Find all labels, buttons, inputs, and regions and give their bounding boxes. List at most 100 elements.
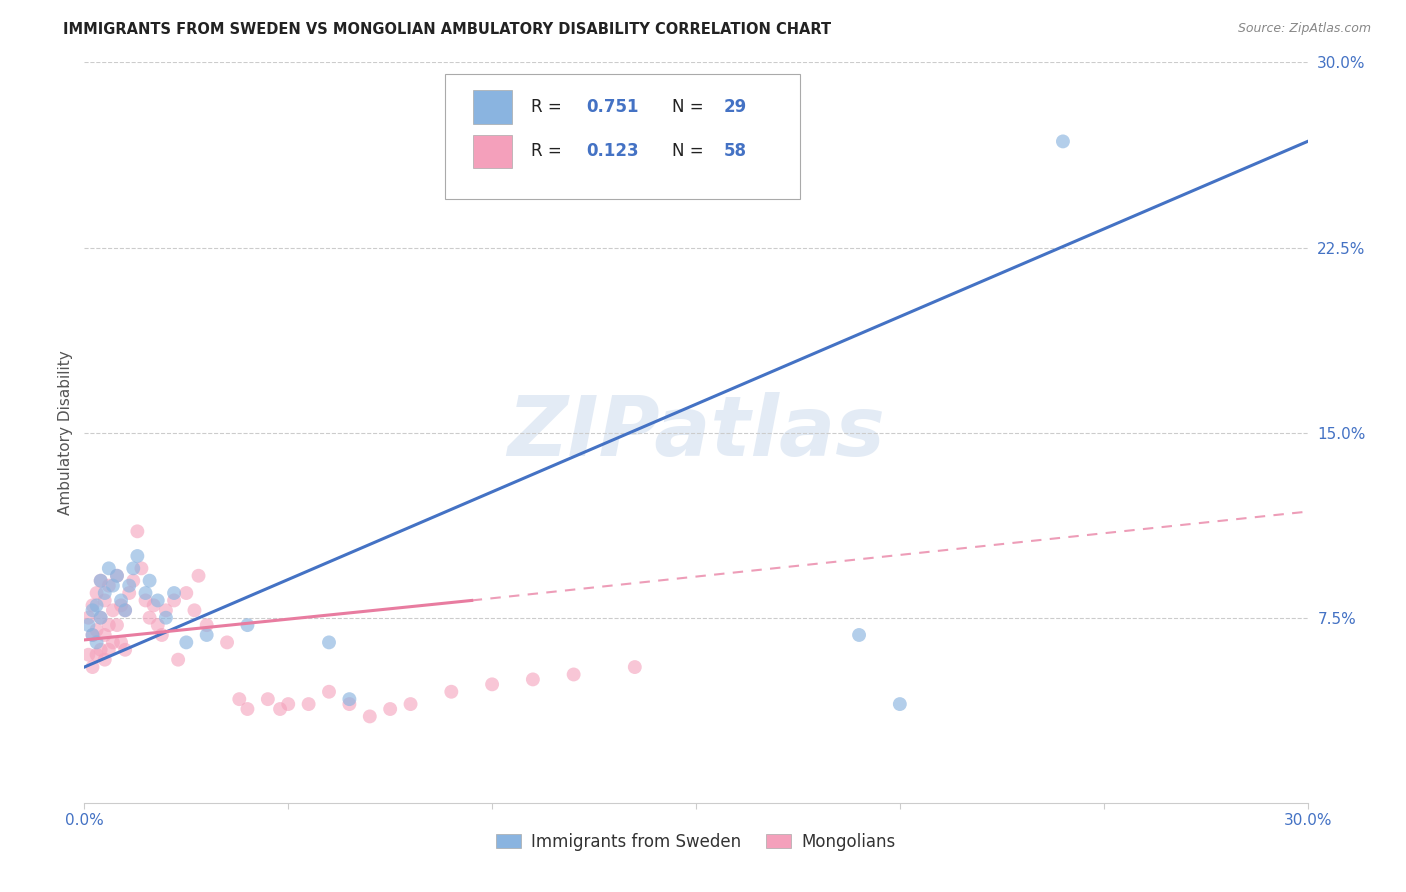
Point	[150, 628, 173, 642]
Point	[90, 574, 112, 588]
FancyBboxPatch shape	[474, 90, 513, 123]
Point	[82, 599, 104, 613]
Point	[236, 618, 259, 632]
Point	[399, 697, 422, 711]
Point	[77, 648, 100, 662]
Point	[110, 599, 132, 613]
Point	[277, 697, 299, 711]
Point	[142, 599, 165, 613]
Point	[228, 692, 250, 706]
Y-axis label: Ambulatory Disability: Ambulatory Disability	[58, 351, 73, 515]
Text: 0.751: 0.751	[586, 98, 638, 116]
Point	[195, 628, 218, 642]
Point	[97, 561, 120, 575]
Point	[114, 603, 136, 617]
Point	[138, 610, 160, 624]
Point	[97, 618, 120, 632]
Point	[86, 635, 108, 649]
Point	[90, 610, 112, 624]
Point	[1052, 135, 1074, 149]
Point	[82, 628, 104, 642]
Point	[105, 568, 128, 582]
Point	[135, 593, 157, 607]
Point	[97, 579, 120, 593]
Point	[93, 586, 115, 600]
Point	[257, 692, 280, 706]
Point	[97, 642, 120, 657]
Text: ZIPatlas: ZIPatlas	[508, 392, 884, 473]
Point	[110, 593, 132, 607]
Point	[848, 628, 870, 642]
Point	[101, 579, 124, 593]
Point	[114, 642, 136, 657]
Point	[146, 593, 169, 607]
Point	[163, 586, 186, 600]
Point	[440, 685, 463, 699]
Point	[93, 653, 115, 667]
Point	[359, 709, 381, 723]
Point	[339, 692, 361, 706]
FancyBboxPatch shape	[446, 73, 800, 200]
Point	[127, 549, 149, 563]
Point	[101, 635, 124, 649]
Text: R =: R =	[531, 98, 567, 116]
Text: 58: 58	[724, 143, 747, 161]
Point	[339, 697, 361, 711]
Point	[114, 603, 136, 617]
Point	[131, 561, 153, 575]
Point	[481, 677, 503, 691]
Point	[77, 618, 100, 632]
Point	[105, 618, 128, 632]
Point	[135, 586, 157, 600]
Point	[217, 635, 239, 649]
Point	[889, 697, 911, 711]
Point	[562, 667, 585, 681]
Point	[86, 586, 108, 600]
FancyBboxPatch shape	[474, 135, 513, 168]
Point	[90, 574, 112, 588]
Point	[155, 610, 177, 624]
Point	[93, 628, 115, 642]
Point	[298, 697, 321, 711]
Point	[82, 660, 104, 674]
Text: R =: R =	[531, 143, 567, 161]
Text: N =: N =	[672, 98, 709, 116]
Point	[86, 599, 108, 613]
Legend: Immigrants from Sweden, Mongolians: Immigrants from Sweden, Mongolians	[489, 826, 903, 857]
Text: IMMIGRANTS FROM SWEDEN VS MONGOLIAN AMBULATORY DISABILITY CORRELATION CHART: IMMIGRANTS FROM SWEDEN VS MONGOLIAN AMBU…	[63, 22, 831, 37]
Text: 0.123: 0.123	[586, 143, 638, 161]
Point	[318, 685, 340, 699]
Point	[82, 628, 104, 642]
Point	[318, 635, 340, 649]
Text: Source: ZipAtlas.com: Source: ZipAtlas.com	[1237, 22, 1371, 36]
Point	[624, 660, 647, 674]
Point	[183, 603, 205, 617]
Point	[77, 610, 100, 624]
Point	[187, 568, 209, 582]
Point	[118, 579, 141, 593]
Point	[82, 603, 104, 617]
Point	[195, 618, 218, 632]
Point	[90, 642, 112, 657]
Point	[155, 603, 177, 617]
Point	[146, 618, 169, 632]
Point	[86, 623, 108, 637]
Point	[380, 702, 402, 716]
Point	[110, 635, 132, 649]
Point	[167, 653, 190, 667]
Point	[101, 603, 124, 617]
Point	[86, 648, 108, 662]
Point	[138, 574, 160, 588]
Point	[90, 610, 112, 624]
Point	[174, 586, 197, 600]
Text: 29: 29	[724, 98, 748, 116]
Text: N =: N =	[672, 143, 709, 161]
Point	[122, 561, 145, 575]
Point	[118, 586, 141, 600]
Point	[105, 568, 128, 582]
Point	[522, 673, 544, 687]
Point	[122, 574, 145, 588]
Point	[163, 593, 186, 607]
Point	[93, 593, 115, 607]
Point	[236, 702, 259, 716]
